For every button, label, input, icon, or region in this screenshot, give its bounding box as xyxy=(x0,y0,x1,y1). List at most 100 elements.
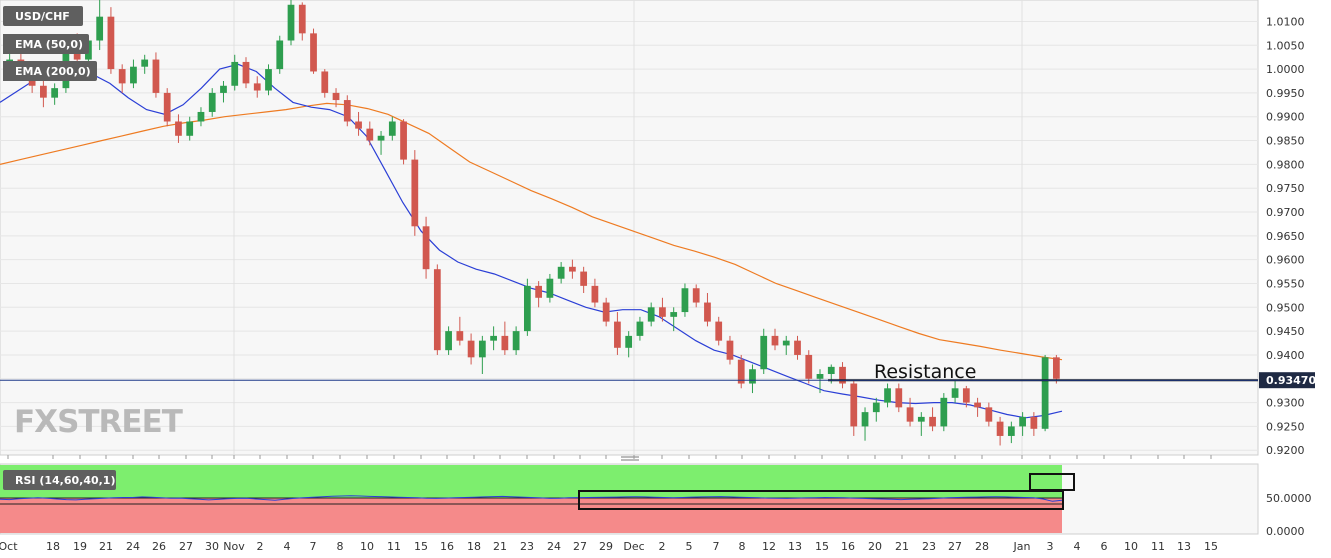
candle-body xyxy=(951,388,959,398)
candle-body xyxy=(782,340,790,346)
candle-body xyxy=(186,121,194,136)
x-tick-label: 3 xyxy=(1047,540,1054,553)
price-tick-label: 0.9550 xyxy=(1266,277,1305,290)
price-tick-label: 0.9450 xyxy=(1266,325,1305,338)
candle-body xyxy=(1019,416,1026,427)
price-tick-label: 0.9950 xyxy=(1266,87,1305,100)
legend-ema200-swatch xyxy=(3,61,7,81)
legend-ema200: EMA (200,0) xyxy=(15,65,91,78)
price-tick-label: 1.0000 xyxy=(1266,63,1305,76)
x-tick-label: 18 xyxy=(46,540,60,553)
candle-body xyxy=(467,340,475,358)
legend-symbol: USD/CHF xyxy=(15,10,70,23)
candle-body xyxy=(433,269,441,351)
candle-body xyxy=(1030,416,1038,429)
candle-body xyxy=(974,402,981,408)
fxstreet-watermark: FXSTREET xyxy=(14,404,184,440)
legend: USD/CHF EMA (50,0) EMA (200,0) xyxy=(3,6,97,81)
candle-body xyxy=(242,61,250,84)
rsi-breakout-box xyxy=(1029,473,1075,491)
candle-body xyxy=(51,88,59,98)
candle-body xyxy=(726,340,734,360)
x-tick-label: 10 xyxy=(1124,540,1138,553)
candle-body xyxy=(445,331,452,351)
current-price-value: 0.93470 xyxy=(1266,374,1316,387)
candle-body xyxy=(400,121,407,160)
candle-body xyxy=(197,111,205,122)
candle-body xyxy=(996,421,1004,436)
candle-body xyxy=(1007,426,1015,436)
x-tick-label: 23 xyxy=(520,540,534,553)
price-tick-label: 0.9750 xyxy=(1266,182,1305,195)
rsi-axis: 50.0000 0.0000 xyxy=(1266,492,1312,538)
candle-body xyxy=(130,66,137,84)
candle-body xyxy=(253,83,261,91)
candlestick-series xyxy=(6,0,1060,446)
watermark-text: FXSTREET xyxy=(14,404,183,440)
x-tick-label: 11 xyxy=(387,540,401,553)
candle-body xyxy=(816,374,824,379)
resistance-label: Resistance xyxy=(874,361,976,383)
candle-body xyxy=(208,92,216,112)
candle-body xyxy=(321,71,329,93)
x-tick-label: Dec xyxy=(623,540,644,553)
candle-body xyxy=(771,335,779,346)
candle-body xyxy=(220,85,227,93)
candle-body xyxy=(366,128,374,141)
candle-body xyxy=(670,312,678,317)
rsi-legend-bg[interactable] xyxy=(3,470,116,490)
candle-body xyxy=(929,416,936,427)
price-tick-label: 0.9200 xyxy=(1266,444,1305,457)
price-tick-label: 0.9300 xyxy=(1266,397,1305,410)
x-tick-label: 7 xyxy=(310,540,317,553)
candle-body xyxy=(580,271,588,286)
candle-body xyxy=(906,407,914,422)
rsi-legend: RSI (14,60,40,1) xyxy=(3,470,116,490)
candle-body xyxy=(1052,357,1060,379)
candle-body xyxy=(962,388,970,403)
x-tick-label: 16 xyxy=(440,540,454,553)
x-tick-label: 28 xyxy=(975,540,989,553)
pane-resize-handle[interactable] xyxy=(621,456,639,461)
rsi-range-box xyxy=(578,490,1064,510)
candle-body xyxy=(96,16,104,41)
x-tick-label: 27 xyxy=(573,540,587,553)
candle-body xyxy=(681,288,689,313)
candle-body xyxy=(636,321,644,336)
candle-body xyxy=(749,369,756,384)
price-tick-label: 1.0100 xyxy=(1266,15,1305,28)
x-tick-label: 30 xyxy=(205,540,219,553)
rsi-path xyxy=(0,495,1063,502)
x-tick-label: 26 xyxy=(152,540,166,553)
candle-body xyxy=(895,388,903,408)
legend-ema50-bg[interactable] xyxy=(3,34,89,54)
price-pane xyxy=(0,0,1259,456)
candle-body xyxy=(163,92,171,122)
price-tick-label: 1.0050 xyxy=(1266,39,1305,52)
candle-body xyxy=(850,383,858,427)
candle-body xyxy=(276,40,284,70)
candle-body xyxy=(647,307,655,322)
candle-body xyxy=(512,331,520,351)
candle-body xyxy=(118,69,126,84)
candle-body xyxy=(805,354,813,379)
candle-body xyxy=(872,402,880,413)
x-tick-label: 7 xyxy=(713,540,720,553)
candle-body xyxy=(501,335,509,351)
price-tick-label: 0.9850 xyxy=(1266,135,1305,148)
x-tick-label: 23 xyxy=(922,540,936,553)
legend-symbol-bg[interactable] xyxy=(3,6,83,26)
candle-body xyxy=(456,331,464,341)
price-tick-label: 0.9500 xyxy=(1266,301,1305,314)
candle-body xyxy=(659,307,666,317)
x-tick-label: 4 xyxy=(284,540,291,553)
rsi-tick-label: 50.0000 xyxy=(1266,492,1312,505)
x-tick-label: 15 xyxy=(1204,540,1218,553)
legend-ema200-bg[interactable] xyxy=(3,61,97,81)
rsi-oversold-zone xyxy=(0,498,1062,533)
price-tick-label: 0.9400 xyxy=(1266,349,1305,362)
candle-body xyxy=(546,278,554,298)
candle-body xyxy=(535,285,543,298)
price-tick-label: 0.9650 xyxy=(1266,230,1305,243)
